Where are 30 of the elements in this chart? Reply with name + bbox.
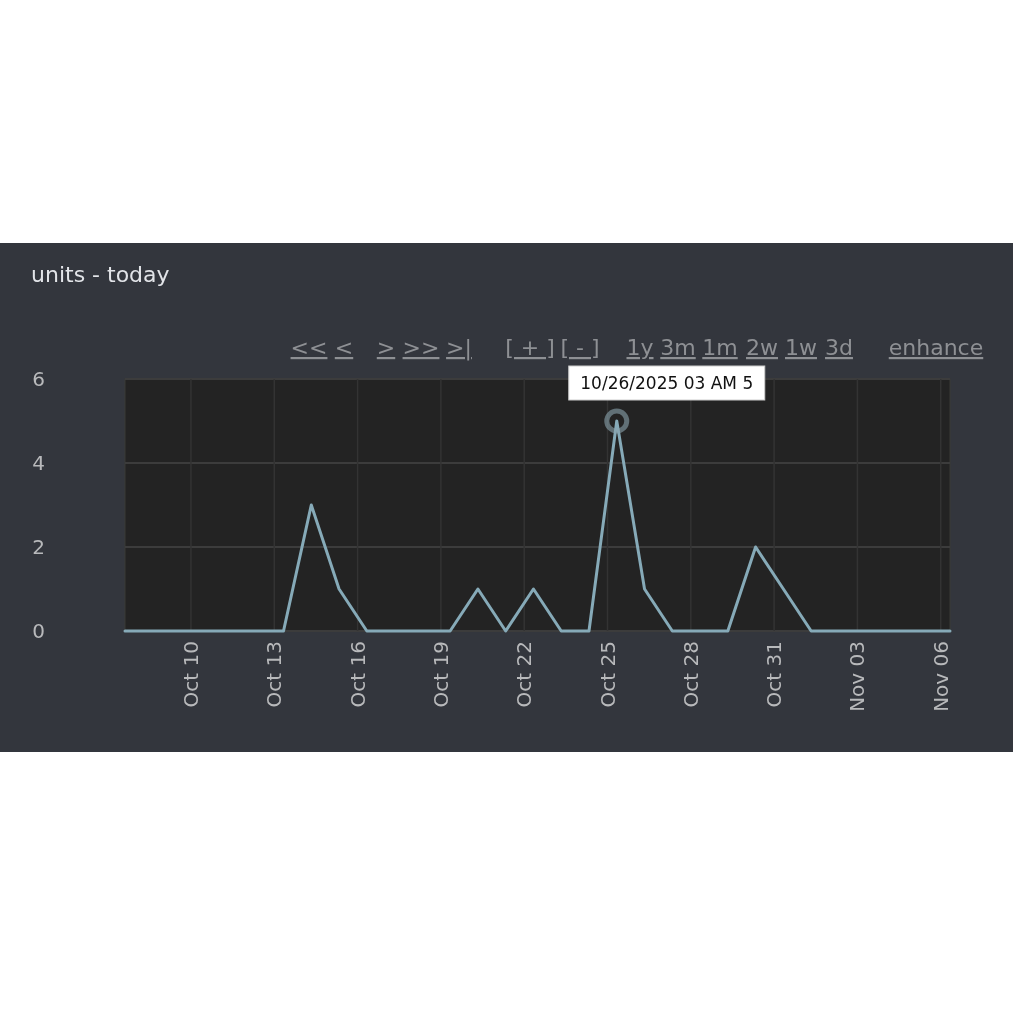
x-tick-label: Oct 31 (762, 641, 787, 708)
text: enhance (888, 335, 984, 360)
text: 1m (702, 335, 738, 360)
text: 3d (825, 335, 853, 360)
x-tick-label: Oct 16 (345, 641, 370, 708)
annotation: 10/26/2025 03 AM 5 (580, 373, 754, 393)
x-tick-label: Oct 22 (512, 641, 537, 708)
y-tick-label: 6 (32, 367, 45, 391)
text: > (376, 335, 396, 360)
text: 2w (746, 335, 778, 360)
text: 1y (626, 335, 654, 360)
text: >| (446, 335, 472, 361)
x-tick-label: Oct 19 (428, 641, 453, 708)
y-tick-label: 2 (32, 535, 45, 559)
x-tick-label: Oct 25 (595, 641, 620, 708)
text: < (334, 335, 354, 360)
y-tick-label: 4 (32, 451, 45, 475)
x-tick-label: Oct 10 (178, 641, 203, 708)
text: 3m (660, 335, 696, 360)
chart-title: units - today (31, 262, 170, 287)
x-tick-label: Oct 28 (678, 641, 703, 708)
text: >> (402, 335, 440, 360)
text: [ - ] (560, 335, 600, 360)
text: 1w (785, 335, 817, 360)
y-tick-label: 0 (32, 619, 45, 643)
x-tick-label: Nov 06 (928, 641, 953, 712)
x-tick-label: Oct 13 (262, 641, 287, 708)
text: << (290, 335, 328, 360)
text: [ + ] (505, 335, 555, 360)
x-tick-label: Nov 03 (845, 641, 870, 712)
